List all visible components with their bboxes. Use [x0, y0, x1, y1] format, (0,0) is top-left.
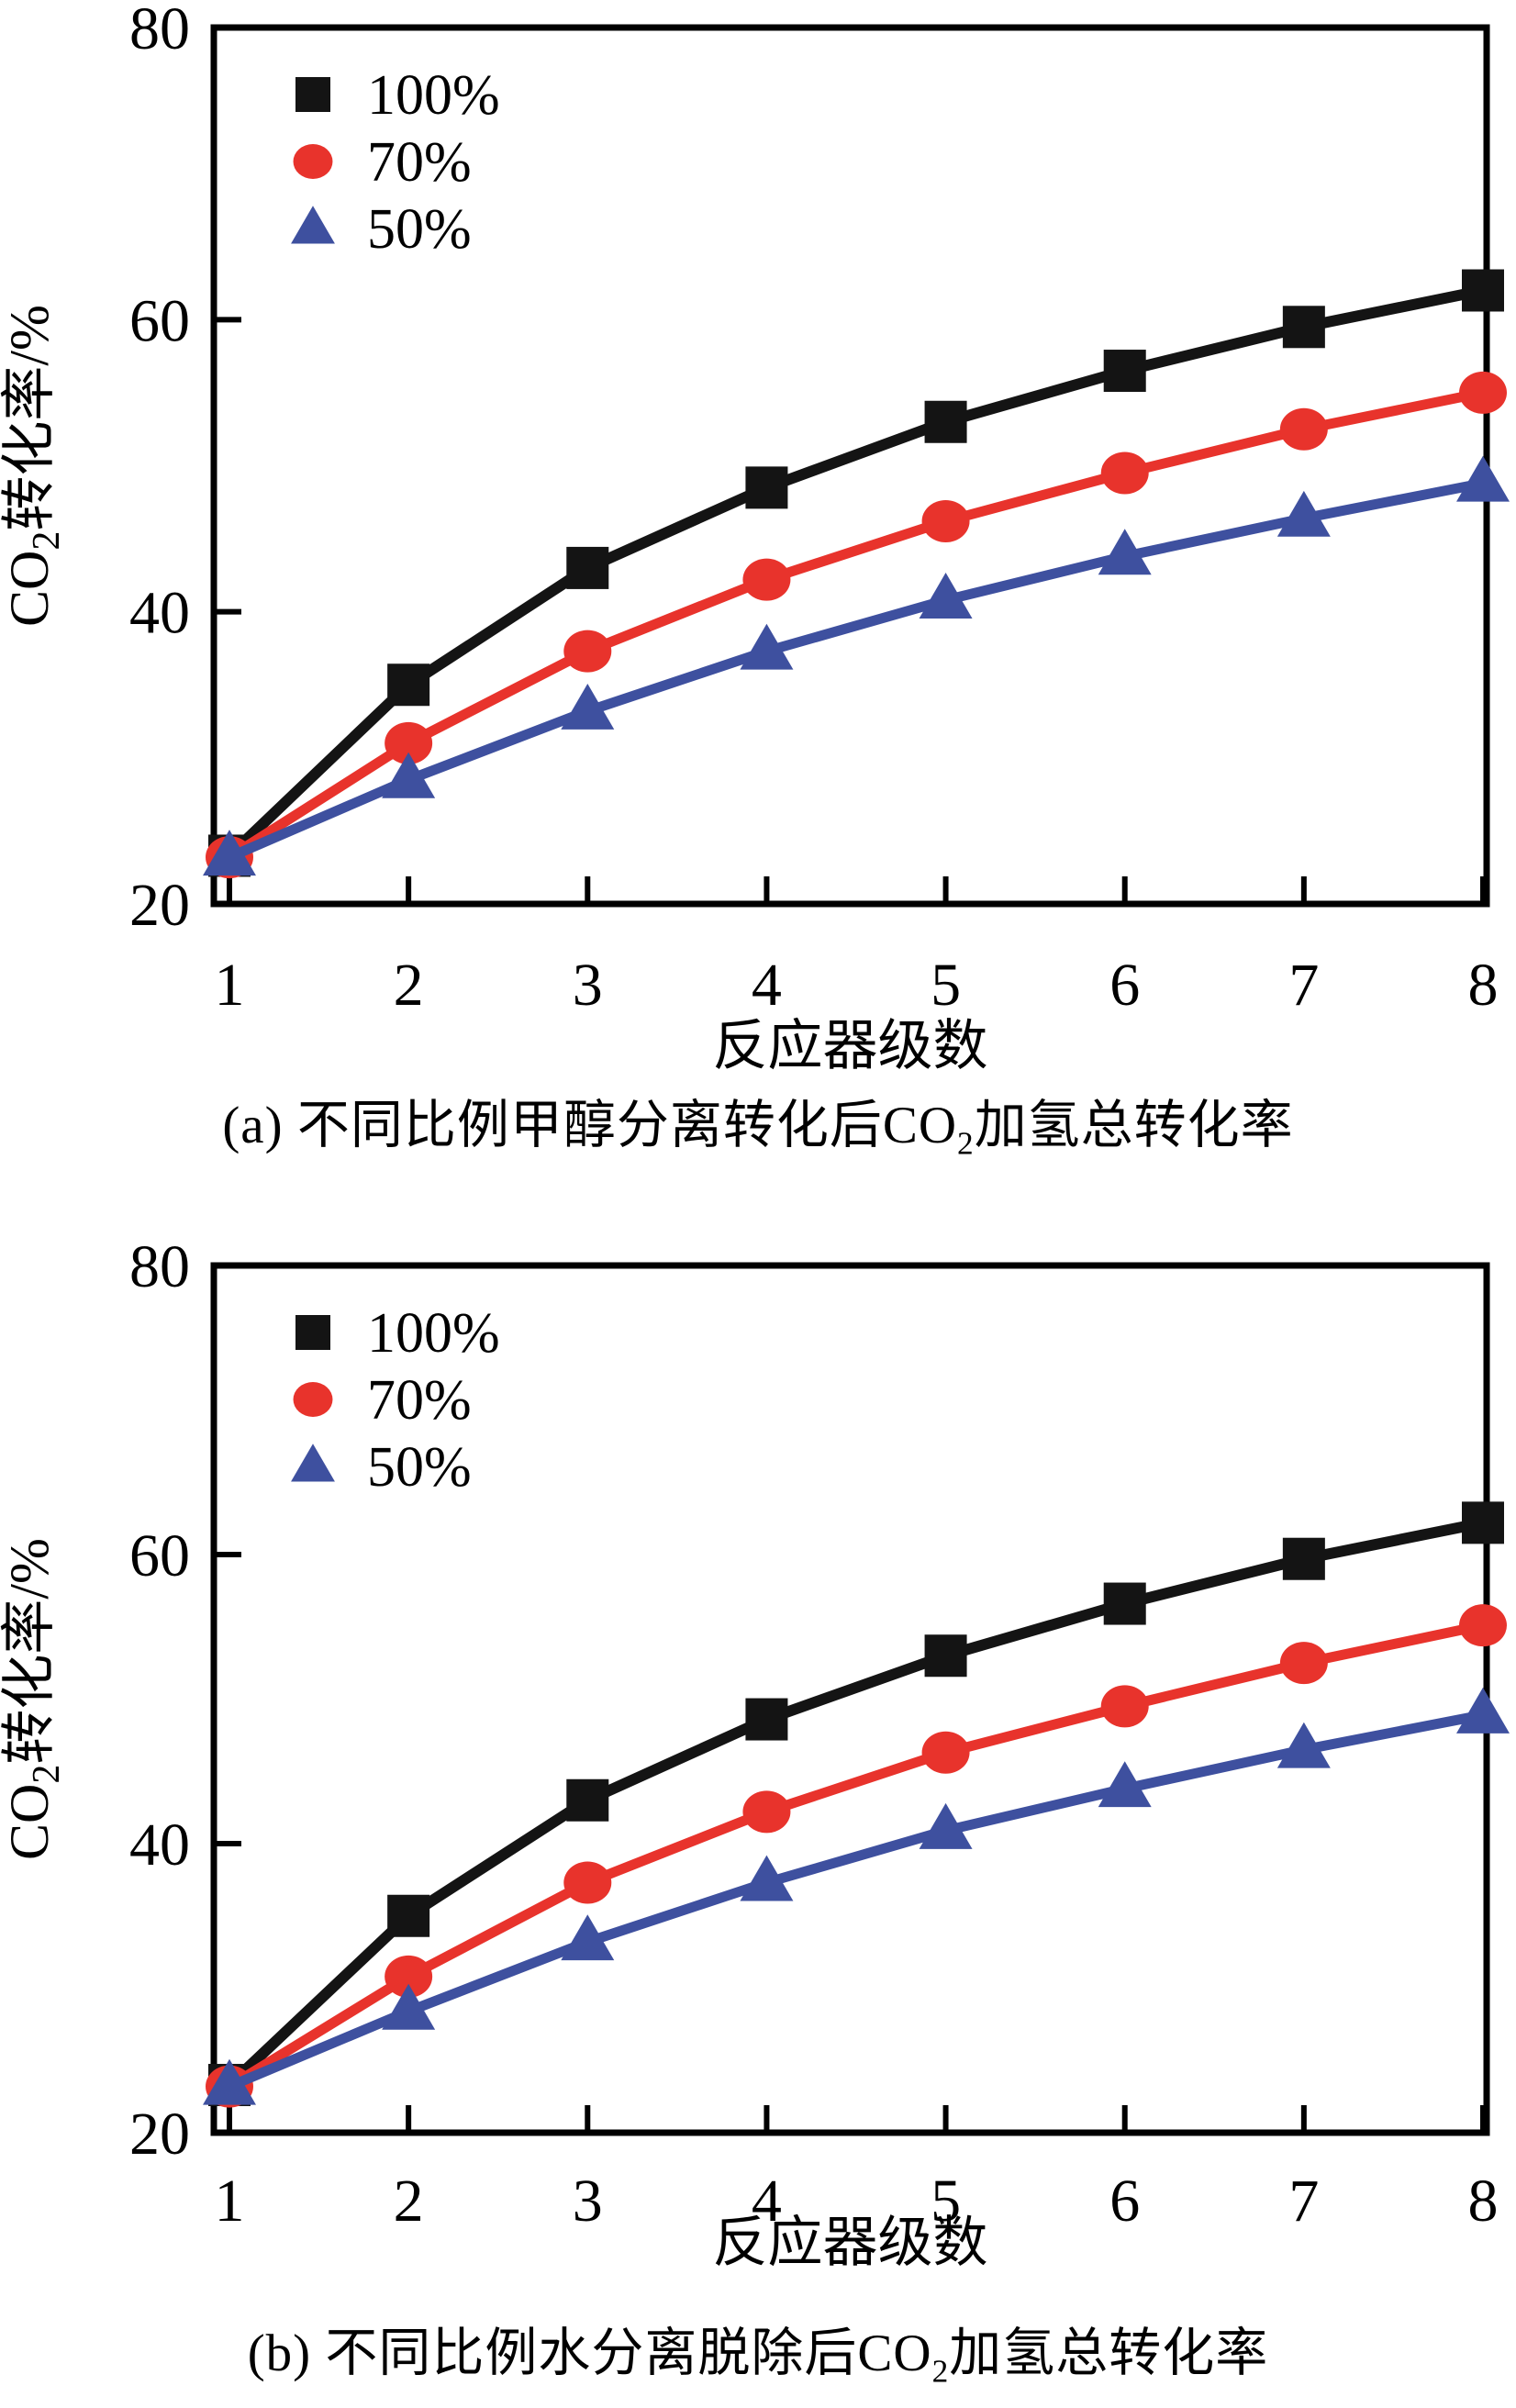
- data-point-marker: [385, 1955, 433, 1998]
- data-point-marker: [1100, 1685, 1149, 1728]
- legend-marker-100%: [295, 1315, 330, 1350]
- data-point-marker: [561, 1914, 615, 1961]
- series-50%-line: [227, 478, 1485, 863]
- legend-label-50%: 50%: [367, 198, 472, 261]
- x-tick-label: 1: [215, 952, 245, 1019]
- data-point-marker: [385, 721, 433, 764]
- legend-label-70%: 70%: [367, 1369, 472, 1432]
- data-point-marker: [921, 499, 970, 542]
- legend-marker-50%: [291, 206, 335, 244]
- data-point-marker: [382, 752, 436, 798]
- x-tick-label: 4: [752, 2168, 782, 2235]
- legend-label-50%: 50%: [367, 1436, 472, 1499]
- x-tick-label: 7: [1288, 952, 1319, 1019]
- x-tick-label: 7: [1288, 2168, 1319, 2235]
- legend-label-70%: 70%: [367, 131, 472, 194]
- x-tick-label: 2: [394, 2168, 424, 2235]
- data-point-marker: [566, 546, 609, 589]
- legend-marker-70%: [293, 144, 333, 179]
- series-70%-line: [227, 387, 1485, 862]
- chart-a-caption: (a) 不同比例甲醇分离转化后CO2加氢总转化率: [222, 1097, 1294, 1162]
- data-point-marker: [563, 630, 612, 673]
- data-point-marker: [740, 623, 794, 670]
- y-axis-title: CO2转化率/%: [0, 305, 68, 627]
- x-tick-label: 3: [573, 952, 603, 1019]
- data-point-marker: [1103, 1582, 1146, 1625]
- data-point-marker: [1459, 1604, 1507, 1647]
- y-tick-label: 60: [129, 287, 190, 354]
- data-point-marker: [745, 1698, 788, 1741]
- data-point-marker: [1462, 1501, 1504, 1544]
- legend-label-100%: 100%: [367, 64, 500, 127]
- data-point-marker: [1103, 350, 1146, 393]
- data-point-marker: [919, 1802, 973, 1849]
- data-point-marker: [1276, 490, 1331, 537]
- series-70%-line: [227, 1620, 1485, 2091]
- data-point-marker: [740, 1855, 794, 1901]
- data-point-marker: [1462, 269, 1504, 312]
- y-tick-label: 80: [129, 0, 190, 62]
- y-tick-label: 20: [129, 2101, 190, 2168]
- x-tick-label: 2: [394, 952, 424, 1019]
- data-point-marker: [203, 830, 256, 876]
- y-axis-title: CO2转化率/%: [0, 1538, 68, 1860]
- data-point-marker: [203, 2058, 256, 2105]
- legend-label-100%: 100%: [367, 1302, 500, 1365]
- x-tick-label: 8: [1468, 2168, 1499, 2235]
- data-point-marker: [1100, 452, 1149, 495]
- x-tick-label: 5: [931, 952, 961, 1019]
- x-tick-label: 5: [931, 2168, 961, 2235]
- data-point-marker: [563, 1861, 612, 1904]
- x-axis-title: 反应器级数: [713, 1016, 988, 1076]
- data-point-marker: [1456, 1687, 1510, 1734]
- chart-a: 1 2 3 4 5 6 7 8 20 40 60 80 100% 70% 50% 反应器级数 CO2转化率/% …: [0, 0, 1510, 1162]
- y-tick-label: 40: [129, 1812, 190, 1878]
- y-tick-label: 80: [129, 1233, 190, 1300]
- data-point-marker: [1098, 1761, 1152, 1808]
- data-point-marker: [1279, 407, 1328, 451]
- x-tick-label: 4: [752, 952, 782, 1019]
- chart-a-svg: 1 2 3 4 5 6 7 8 20 40 60 80 100%70%50% 反应器级数 CO2转化率/%: [0, 0, 1510, 1076]
- series-100%-line: [225, 284, 1485, 860]
- data-point-marker: [566, 1778, 609, 1822]
- data-point-marker: [1282, 306, 1325, 349]
- data-point-marker: [921, 1731, 970, 1774]
- x-axis-title: 反应器级数: [713, 2213, 988, 2273]
- data-point-marker: [924, 400, 967, 443]
- data-point-marker: [745, 466, 788, 509]
- data-point-marker: [382, 1983, 436, 2030]
- data-point-marker: [919, 573, 973, 619]
- legend-marker-50%: [291, 1444, 335, 1482]
- x-tick-label: 6: [1109, 952, 1140, 1019]
- data-point-marker: [1282, 1537, 1325, 1580]
- y-tick-label: 60: [129, 1522, 190, 1589]
- chart-b: 1 2 3 4 5 6 7 8 20 40 60 80 100% 70% 50% 反应器级数 CO2转化率/% …: [0, 1204, 1516, 2408]
- x-tick-label: 1: [215, 2168, 245, 2235]
- data-point-marker: [1459, 371, 1507, 414]
- data-point-marker: [1456, 455, 1510, 502]
- data-point-marker: [742, 558, 791, 601]
- data-point-marker: [742, 1790, 791, 1834]
- legend-marker-100%: [295, 77, 330, 112]
- legend-marker-70%: [293, 1382, 333, 1417]
- data-point-marker: [924, 1634, 967, 1678]
- data-point-marker: [1098, 529, 1152, 575]
- series-100%-line: [225, 1517, 1485, 2090]
- data-point-marker: [1279, 1642, 1328, 1685]
- series-50%-line: [227, 1710, 1485, 2091]
- x-tick-label: 6: [1109, 2168, 1140, 2235]
- x-tick-label: 3: [573, 2168, 603, 2235]
- data-point-marker: [561, 684, 615, 730]
- y-tick-label: 40: [129, 580, 190, 647]
- data-point-marker: [387, 663, 430, 707]
- chart-b-svg: 1 2 3 4 5 6 7 8 20 40 60 80 100%70%50% 反应器级数 CO2转化率/%: [0, 1233, 1510, 2273]
- data-point-marker: [387, 1894, 430, 1937]
- chart-b-caption: (b) 不同比例水分离脱除后CO2加氢总转化率: [247, 2324, 1269, 2390]
- y-tick-label: 20: [129, 872, 190, 939]
- data-point-marker: [1276, 1722, 1331, 1768]
- x-tick-label: 8: [1468, 952, 1499, 1019]
